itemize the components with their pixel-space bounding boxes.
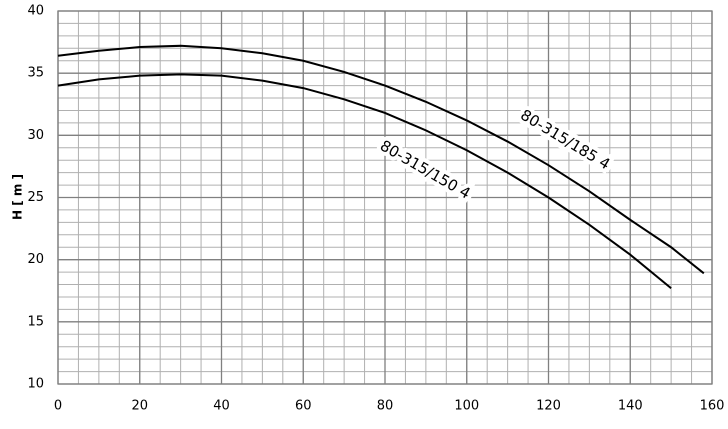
curve (57, 44, 705, 275)
plot-frame (57, 10, 713, 385)
x-tick-label: 140 (618, 399, 643, 414)
x-tick-label: 120 (536, 399, 561, 414)
x-tick-label: 60 (295, 399, 312, 414)
y-tick-label: 25 (27, 190, 44, 205)
y-tick-label: 15 (27, 314, 44, 329)
x-tick-label: 160 (700, 399, 725, 414)
curve-label: 80-315/185 4 (517, 106, 613, 174)
x-tick-label: 80 (377, 399, 394, 414)
y-tick-label: 40 (27, 4, 44, 19)
y-tick-label: 30 (27, 128, 44, 143)
x-tick-label: 20 (131, 399, 148, 414)
curve (57, 73, 672, 290)
y-tick-label: 35 (27, 66, 44, 81)
x-tick-label: 100 (454, 399, 479, 414)
x-tick-label: 0 (54, 399, 62, 414)
y-axis-label: H [ m ] (11, 174, 25, 220)
y-tick-label: 20 (27, 252, 44, 267)
y-tick-label: 10 (27, 377, 44, 392)
x-tick-label: 40 (213, 399, 230, 414)
